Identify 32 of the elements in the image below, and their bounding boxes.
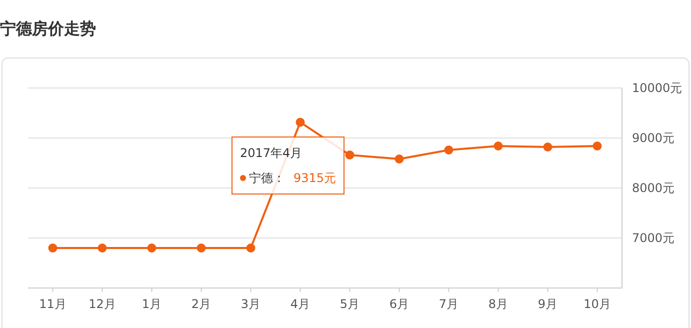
chart-title: 宁德房价走势 (0, 19, 96, 38)
point (296, 118, 305, 127)
point (98, 244, 107, 252)
x-tick-label: 8月 (488, 297, 508, 311)
x-tick-label: 7月 (438, 297, 459, 311)
x-tick-label: 9月 (538, 297, 558, 311)
annotation: 宁德： (249, 171, 285, 185)
x-tick-label: 10月 (584, 297, 611, 311)
point (494, 142, 503, 150)
point (592, 142, 602, 150)
point (444, 146, 454, 154)
x-tick-label: 5月 (340, 297, 360, 311)
point (147, 244, 156, 252)
x-tick-label: 6月 (389, 297, 410, 311)
x-tick-label: 3月 (240, 297, 261, 311)
annotation: 2017年4月 (240, 146, 302, 160)
point (48, 244, 58, 252)
point (345, 150, 354, 160)
point (246, 244, 256, 252)
x-tick-label: 2月 (191, 297, 212, 311)
x-tick-label: 1月 (142, 297, 162, 311)
x-tick-label: 4月 (290, 297, 310, 311)
point (196, 244, 206, 252)
annotation: 9315元 (293, 171, 336, 185)
x-tick-label: 11月 (39, 297, 66, 311)
x-tick-label: 12月 (88, 297, 116, 311)
y-tick-label: 7000元 (632, 231, 675, 245)
y-tick-label: 9000元 (632, 131, 675, 145)
y-tick-label: 10000元 (632, 81, 682, 95)
y-tick-label: 8000元 (632, 181, 675, 195)
point (394, 154, 404, 164)
point (543, 142, 552, 152)
